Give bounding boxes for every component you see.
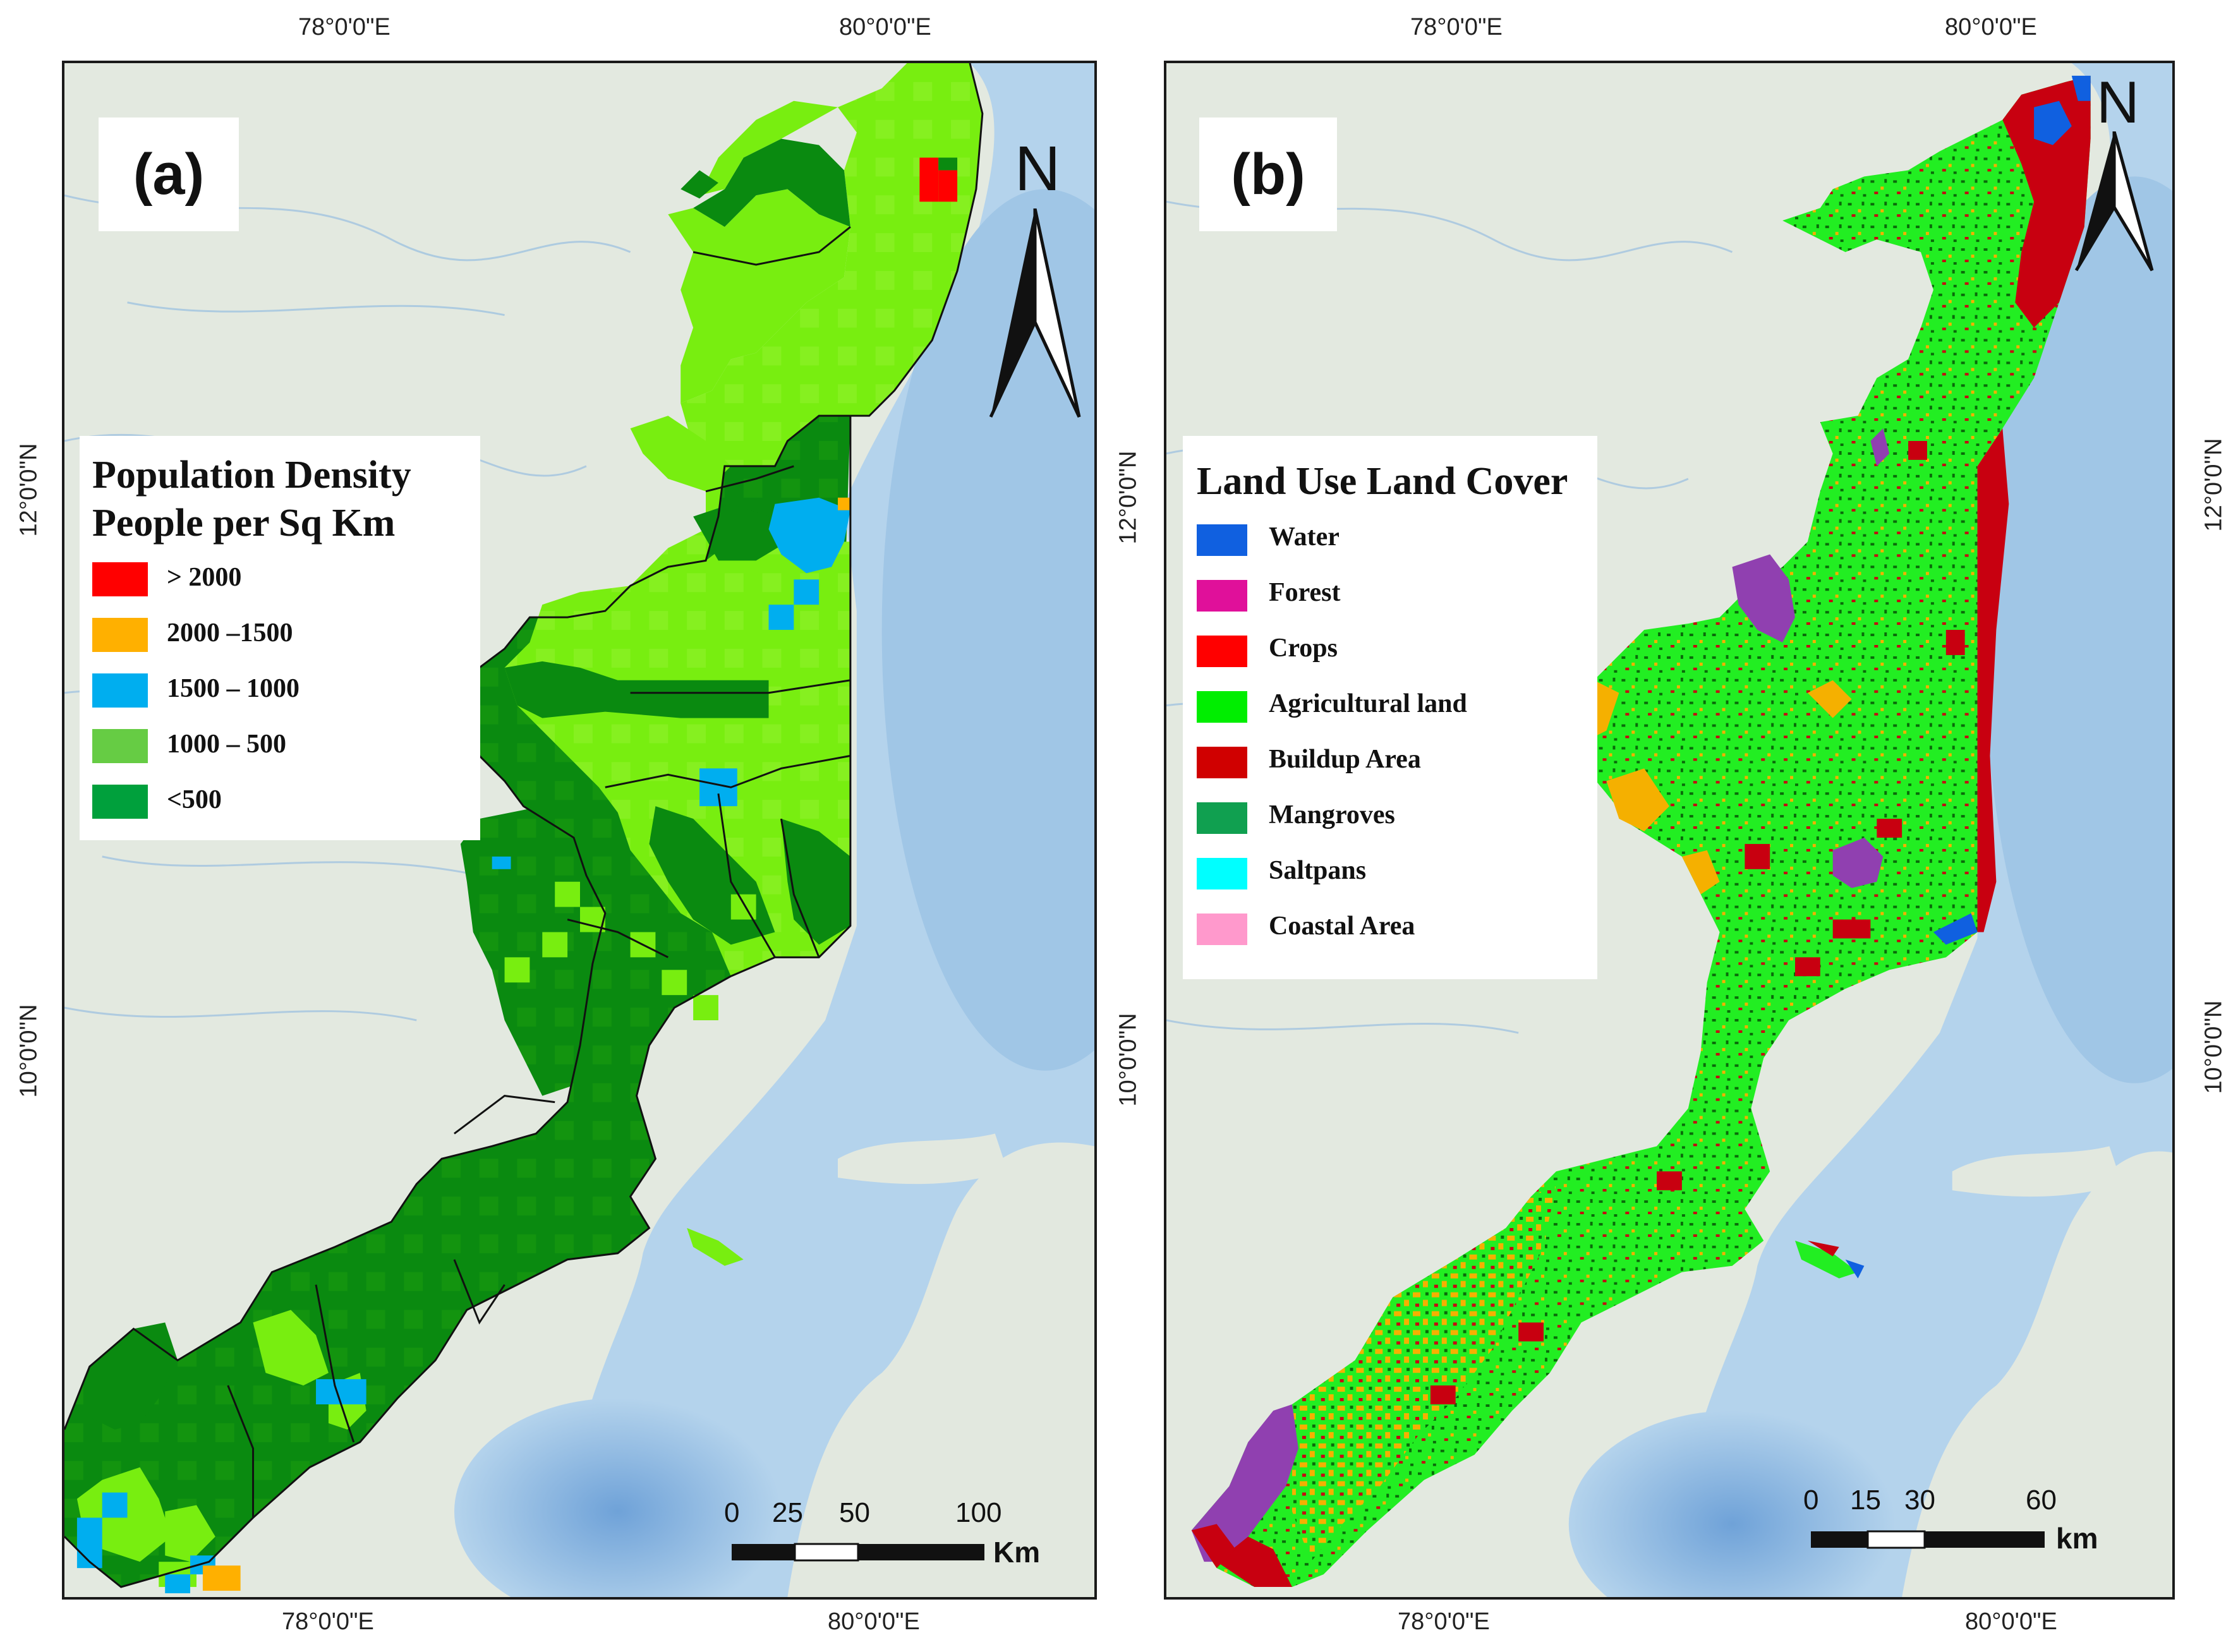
population-legend: Population Density People per Sq Km > 20… bbox=[80, 436, 480, 840]
legend-label: <500 bbox=[167, 785, 222, 814]
lon-tick-top-b-80: 80°0'0"E bbox=[1945, 14, 2037, 40]
legend-item-crops: Crops bbox=[1197, 627, 1585, 682]
legend-item-agricultural-land: Agricultural land bbox=[1197, 682, 1585, 738]
legend-label: Mangroves bbox=[1269, 800, 1395, 829]
scale-bar-graphic bbox=[1811, 1530, 2045, 1549]
basemap-b bbox=[1166, 63, 2172, 1597]
legend-label: Coastal Area bbox=[1269, 912, 1415, 941]
scale-unit: km bbox=[2056, 1522, 2098, 1555]
legend-swatch bbox=[92, 562, 148, 596]
legend-item-water: Water bbox=[1197, 515, 1585, 571]
scale-tick: 30 bbox=[1904, 1485, 1935, 1516]
legend-swatch bbox=[1197, 858, 1247, 889]
legend-label: Agricultural land bbox=[1269, 689, 1467, 718]
north-letter: N bbox=[1015, 133, 1061, 204]
lat-tick-right-b-12: 12°0'0"N bbox=[2200, 438, 2227, 532]
north-arrow-icon bbox=[2074, 131, 2154, 272]
lat-tick-left-b-10: 10°0'0"N bbox=[1115, 1013, 1142, 1107]
scale-tick: 60 bbox=[2026, 1485, 2057, 1516]
scale-tick: 25 bbox=[772, 1497, 803, 1528]
scale-tick: 15 bbox=[1850, 1485, 1881, 1516]
legend-item-1000-500: 1000 – 500 bbox=[92, 723, 468, 778]
lon-tick-top-a-80: 80°0'0"E bbox=[839, 14, 931, 40]
legend-label: Buildup Area bbox=[1269, 745, 1421, 774]
panel-label-b: (b) bbox=[1199, 118, 1337, 231]
legend-swatch bbox=[92, 673, 148, 708]
basemap-a bbox=[64, 63, 1094, 1597]
lon-tick-top-b-78: 78°0'0"E bbox=[1410, 14, 1503, 40]
legend-swatch bbox=[92, 729, 148, 763]
legend-item-lt500: <500 bbox=[92, 778, 468, 834]
north-letter: N bbox=[2096, 69, 2139, 135]
legend-swatch bbox=[1197, 913, 1247, 945]
legend-label: > 2000 bbox=[167, 563, 242, 592]
legend-swatch bbox=[1197, 747, 1247, 778]
legend-item-mangroves: Mangroves bbox=[1197, 793, 1585, 849]
legend-label: 2000 –1500 bbox=[167, 618, 293, 648]
legend-item-saltpans: Saltpans bbox=[1197, 849, 1585, 905]
legend-item-gt2000: > 2000 bbox=[92, 556, 468, 612]
legend-label: 1500 – 1000 bbox=[167, 674, 299, 703]
legend-item-forest: Forest bbox=[1197, 571, 1585, 627]
scale-tick: 50 bbox=[839, 1497, 870, 1528]
legend-title-line2: People per Sq Km bbox=[92, 502, 396, 545]
lulc-legend: Land Use Land Cover Water Forest Crops A… bbox=[1183, 436, 1597, 979]
scale-tick: 0 bbox=[724, 1497, 740, 1528]
lat-tick-left-a-10: 10°0'0"N bbox=[15, 1004, 42, 1098]
legend-swatch bbox=[1197, 802, 1247, 834]
scale-tick: 0 bbox=[1803, 1485, 1819, 1516]
scale-bar-graphic bbox=[732, 1543, 984, 1562]
panel-label-a: (a) bbox=[99, 118, 239, 231]
lon-tick-bottom-a-80: 80°0'0"E bbox=[828, 1608, 920, 1635]
lat-tick-left-a-12: 12°0'0"N bbox=[15, 443, 42, 537]
scale-bar-b: 0 15 30 60 km bbox=[1798, 1485, 2172, 1573]
legend-label: Crops bbox=[1269, 634, 1338, 663]
legend-item-2000-1500: 2000 –1500 bbox=[92, 612, 468, 667]
legend-title-line1: Population Density bbox=[92, 454, 411, 497]
north-arrow-b: N bbox=[2064, 68, 2172, 283]
scale-tick: 100 bbox=[955, 1497, 1002, 1528]
lon-tick-bottom-b-78: 78°0'0"E bbox=[1398, 1608, 1490, 1635]
north-arrow-a: N bbox=[984, 133, 1094, 423]
legend-label: Forest bbox=[1269, 578, 1341, 607]
lon-tick-top-a-78: 78°0'0"E bbox=[298, 14, 390, 40]
map-panel-land-use: (b) Land Use Land Cover Water Forest Cro… bbox=[1164, 61, 2175, 1600]
legend-item-1500-1000: 1500 – 1000 bbox=[92, 667, 468, 723]
lat-tick-left-b-12: 12°0'0"N bbox=[1115, 450, 1142, 545]
lon-tick-bottom-b-80: 80°0'0"E bbox=[1965, 1608, 2057, 1635]
legend-swatch bbox=[1197, 580, 1247, 612]
north-arrow-icon bbox=[989, 208, 1081, 418]
scale-unit: Km bbox=[993, 1536, 1041, 1569]
legend-label: Saltpans bbox=[1269, 856, 1367, 885]
legend-title: Land Use Land Cover bbox=[1197, 460, 1568, 503]
legend-item-buildup-area: Buildup Area bbox=[1197, 738, 1585, 793]
legend-label: 1000 – 500 bbox=[167, 730, 286, 759]
legend-swatch bbox=[1197, 524, 1247, 556]
legend-swatch bbox=[92, 785, 148, 819]
legend-label: Water bbox=[1269, 522, 1340, 552]
lon-tick-bottom-a-78: 78°0'0"E bbox=[282, 1608, 374, 1635]
map-panel-population-density: (a) Population Density People per Sq Km … bbox=[62, 61, 1097, 1600]
scale-bar-a: 0 25 50 100 Km bbox=[696, 1497, 1094, 1586]
legend-swatch bbox=[1197, 636, 1247, 667]
legend-swatch bbox=[1197, 691, 1247, 723]
lat-tick-right-b-10: 10°0'0"N bbox=[2200, 1000, 2227, 1094]
legend-swatch bbox=[92, 618, 148, 652]
legend-item-coastal-area: Coastal Area bbox=[1197, 905, 1585, 960]
